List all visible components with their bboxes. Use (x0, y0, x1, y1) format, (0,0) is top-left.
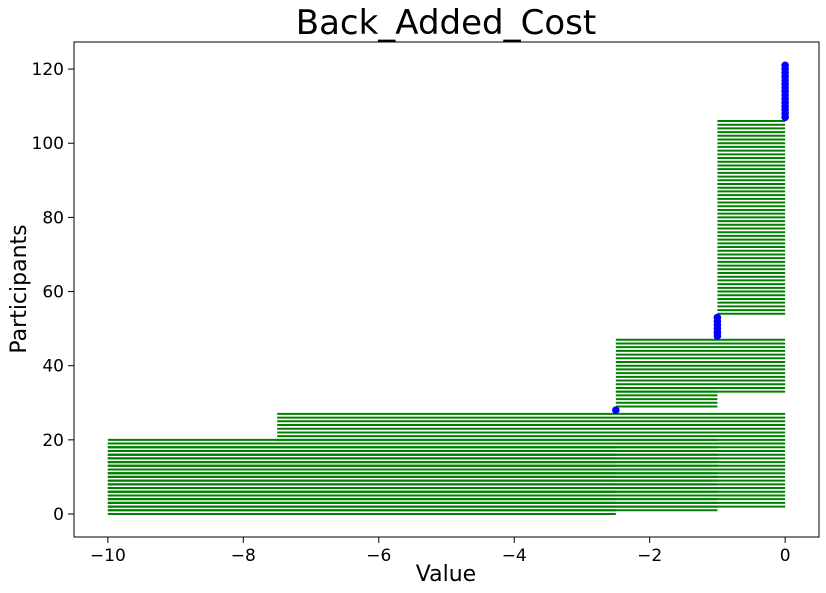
data-point (713, 313, 722, 322)
plot-area (107, 61, 789, 516)
plot-frame (73, 41, 820, 538)
x-tick-label: −6 (366, 546, 391, 566)
x-tick-label: 0 (780, 546, 791, 566)
x-tick-label: −10 (90, 546, 126, 566)
x-tick-label: −2 (637, 546, 662, 566)
y-tick-label: 0 (53, 505, 64, 525)
x-axis: −10 −8 −6 −4 −2 0 (90, 537, 791, 566)
chart-title: Back_Added_Cost (296, 3, 596, 43)
y-tick-label: 20 (42, 431, 64, 451)
y-tick-label: 40 (42, 357, 64, 377)
data-point (612, 406, 620, 414)
data-point (781, 61, 789, 70)
y-axis: 0 20 40 60 80 100 120 (32, 60, 74, 525)
x-axis-label: Value (416, 562, 476, 587)
x-tick-label: −8 (231, 546, 256, 566)
y-tick-label: 80 (42, 208, 64, 228)
y-axis-label: Participants (7, 224, 32, 353)
x-tick-label: −4 (502, 546, 527, 566)
y-tick-label: 60 (42, 283, 64, 303)
y-tick-label: 120 (32, 60, 64, 80)
y-tick-label: 100 (32, 134, 64, 154)
